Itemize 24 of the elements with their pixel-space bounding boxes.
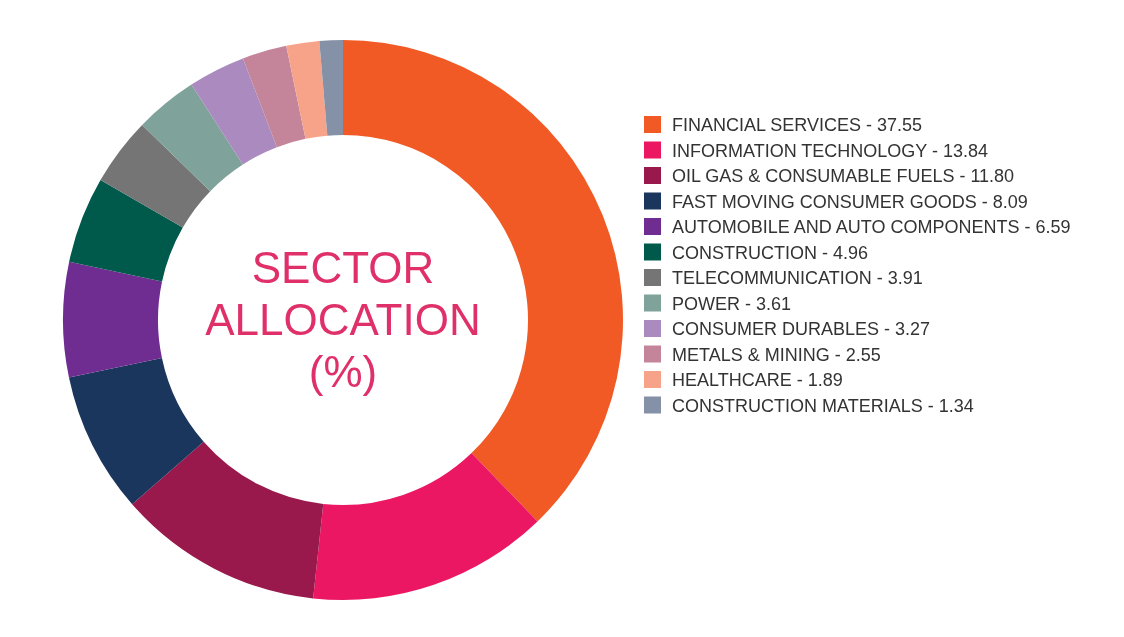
text: SECTOR ALLOCATION (%) (205, 243, 481, 397)
donut-slice (142, 84, 243, 192)
legend-label: AUTOMOBILE AND AUTO COMPONENTS - 6.59 (672, 217, 1071, 238)
legend-label: CONSTRUCTION MATERIALS - 1.34 (672, 395, 974, 416)
donut-slice (319, 40, 343, 136)
donut-slice (68, 357, 204, 505)
donut-slice (242, 45, 306, 148)
donut-slice (191, 58, 277, 165)
legend-label: CONSTRUCTION - 4.96 (672, 242, 869, 263)
legend-label: TELECOMMUNICATION - 3.91 (672, 268, 923, 289)
donut-slice (313, 453, 538, 600)
donut-slice (132, 441, 324, 599)
donut-slice (63, 261, 163, 378)
legend-label: INFORMATION TECHNOLOGY - 13.84 (672, 140, 989, 161)
legend-label: FINANCIAL SERVICES - 37.55 (672, 115, 923, 136)
legend-label: CONSUMER DURABLES - 3.27 (672, 319, 931, 340)
legend-label: HEALTHCARE - 1.89 (672, 370, 843, 391)
legend-label: OIL GAS & CONSUMABLE FUELS - 11.80 (672, 166, 1015, 187)
legend-label: FAST MOVING CONSUMER GOODS - 8.09 (672, 191, 1028, 212)
donut-slice (286, 41, 328, 139)
donut-slice (69, 180, 183, 282)
legend-label: METALS & MINING - 2.55 (672, 344, 881, 365)
legend-label: POWER - 3.61 (672, 293, 792, 314)
donut-slice (100, 124, 211, 228)
